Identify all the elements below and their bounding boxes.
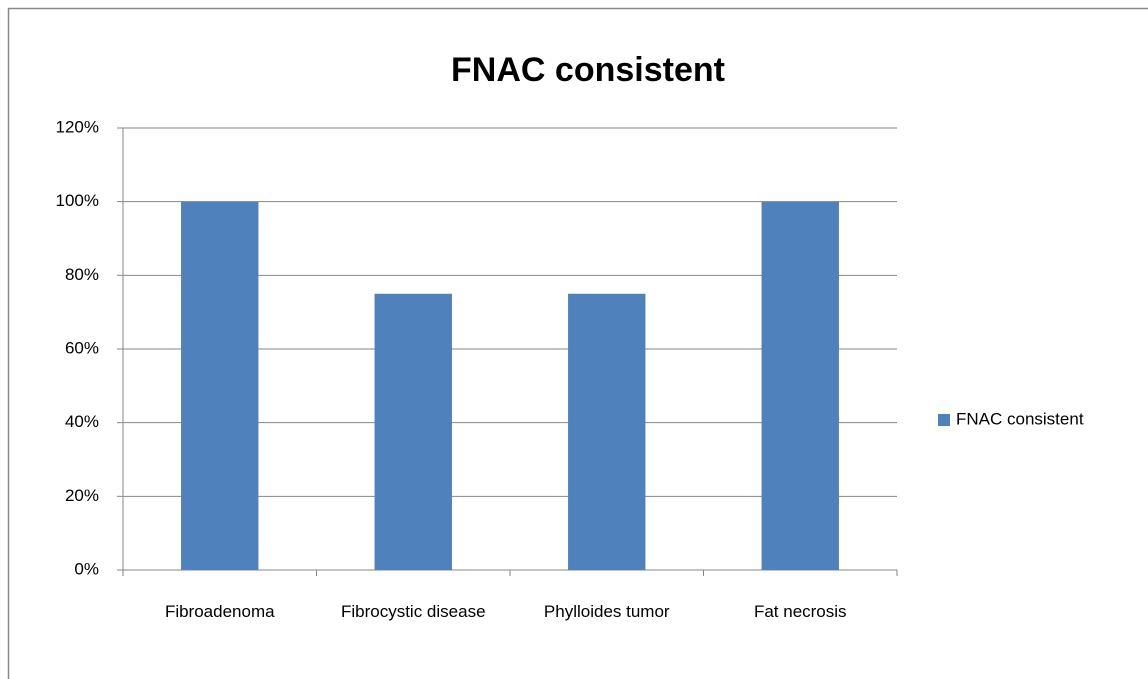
- y-tick-label: 120%: [56, 117, 99, 136]
- legend-swatch: [938, 414, 950, 426]
- y-tick-label: 0%: [74, 559, 99, 578]
- chart-title: FNAC consistent: [451, 51, 725, 89]
- x-tick-label: Fibroadenoma: [164, 602, 275, 621]
- legend-label: FNAC consistent: [956, 409, 1084, 428]
- y-tick-label: 20%: [65, 486, 99, 505]
- bar: [374, 293, 452, 570]
- y-tick-label: 80%: [65, 265, 99, 284]
- y-tick-label: 40%: [65, 412, 99, 431]
- x-tick-label: Phylloides tumor: [543, 602, 670, 621]
- y-tick-label: 100%: [56, 191, 99, 210]
- x-tick-label: Fat necrosis: [753, 602, 847, 621]
- bar: [761, 201, 839, 570]
- bar: [181, 201, 259, 570]
- x-tick-label: Fibrocystic disease: [340, 602, 486, 621]
- y-tick-label: 60%: [65, 338, 99, 357]
- bar: [568, 293, 646, 570]
